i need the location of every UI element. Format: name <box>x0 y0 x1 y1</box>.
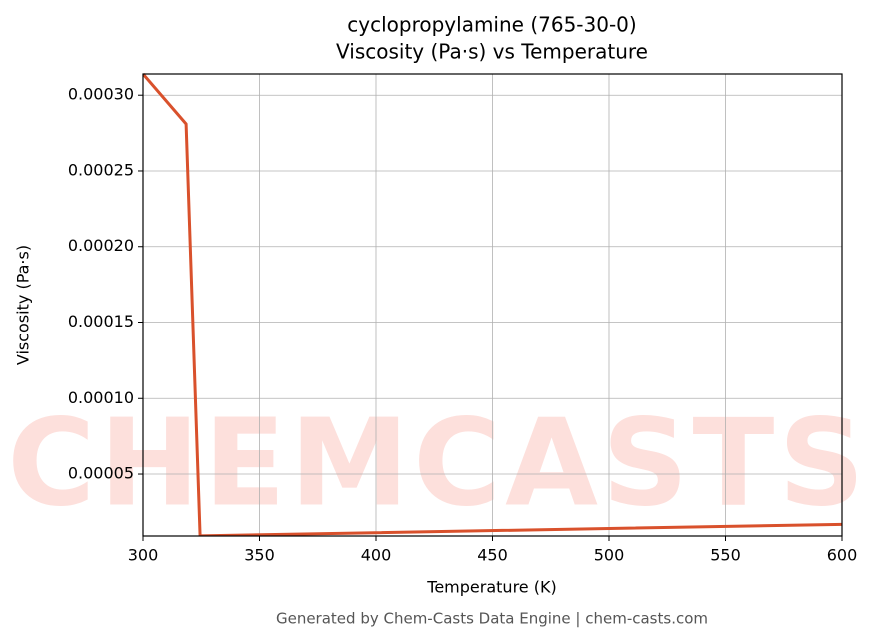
x-tick-label: 550 <box>710 546 741 565</box>
x-tick-label: 400 <box>361 546 392 565</box>
x-tick-label: 300 <box>128 546 159 565</box>
y-tick-label: 0.00005 <box>68 464 134 483</box>
chart-subtitle: Viscosity (Pa·s) vs Temperature <box>336 40 648 64</box>
y-tick-label: 0.00020 <box>68 236 134 255</box>
x-tick-label: 600 <box>827 546 858 565</box>
plot-frame <box>142 73 843 537</box>
footer: Generated by Chem-Casts Data Engine | ch… <box>276 610 708 628</box>
y-tick-label: 0.00015 <box>68 312 134 331</box>
x-tick-label: 450 <box>477 546 508 565</box>
chart-title: cyclopropylamine (765-30-0) <box>347 13 636 37</box>
y-tick-label: 0.00010 <box>68 388 134 407</box>
line <box>143 73 842 536</box>
watermark: CHEMCASTS <box>7 395 869 534</box>
y-tick-label: 0.00025 <box>68 160 134 179</box>
x-tick-label: 350 <box>244 546 275 565</box>
x-tick-label: 500 <box>594 546 625 565</box>
x-axis-label: Temperature (K) <box>426 578 556 597</box>
y-axis-label: Viscosity (Pa·s) <box>14 245 33 365</box>
y-tick-label: 0.00030 <box>68 85 134 104</box>
